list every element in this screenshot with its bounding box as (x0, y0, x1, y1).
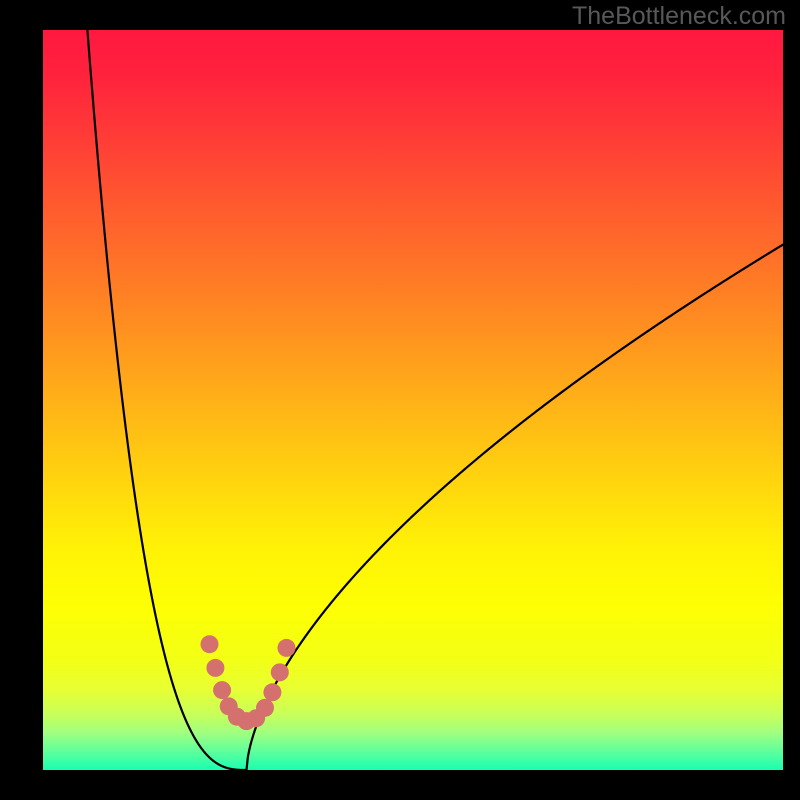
chart-plot-area (43, 30, 783, 770)
marker-point (256, 699, 274, 717)
watermark-text: TheBottleneck.com (572, 2, 786, 31)
marker-point (206, 659, 224, 677)
marker-point (271, 663, 289, 681)
marker-point (213, 681, 231, 699)
marker-point (263, 683, 281, 701)
marker-point (277, 639, 295, 657)
chart-background-gradient (43, 30, 783, 770)
marker-point (201, 635, 219, 653)
chart-svg (43, 30, 783, 770)
